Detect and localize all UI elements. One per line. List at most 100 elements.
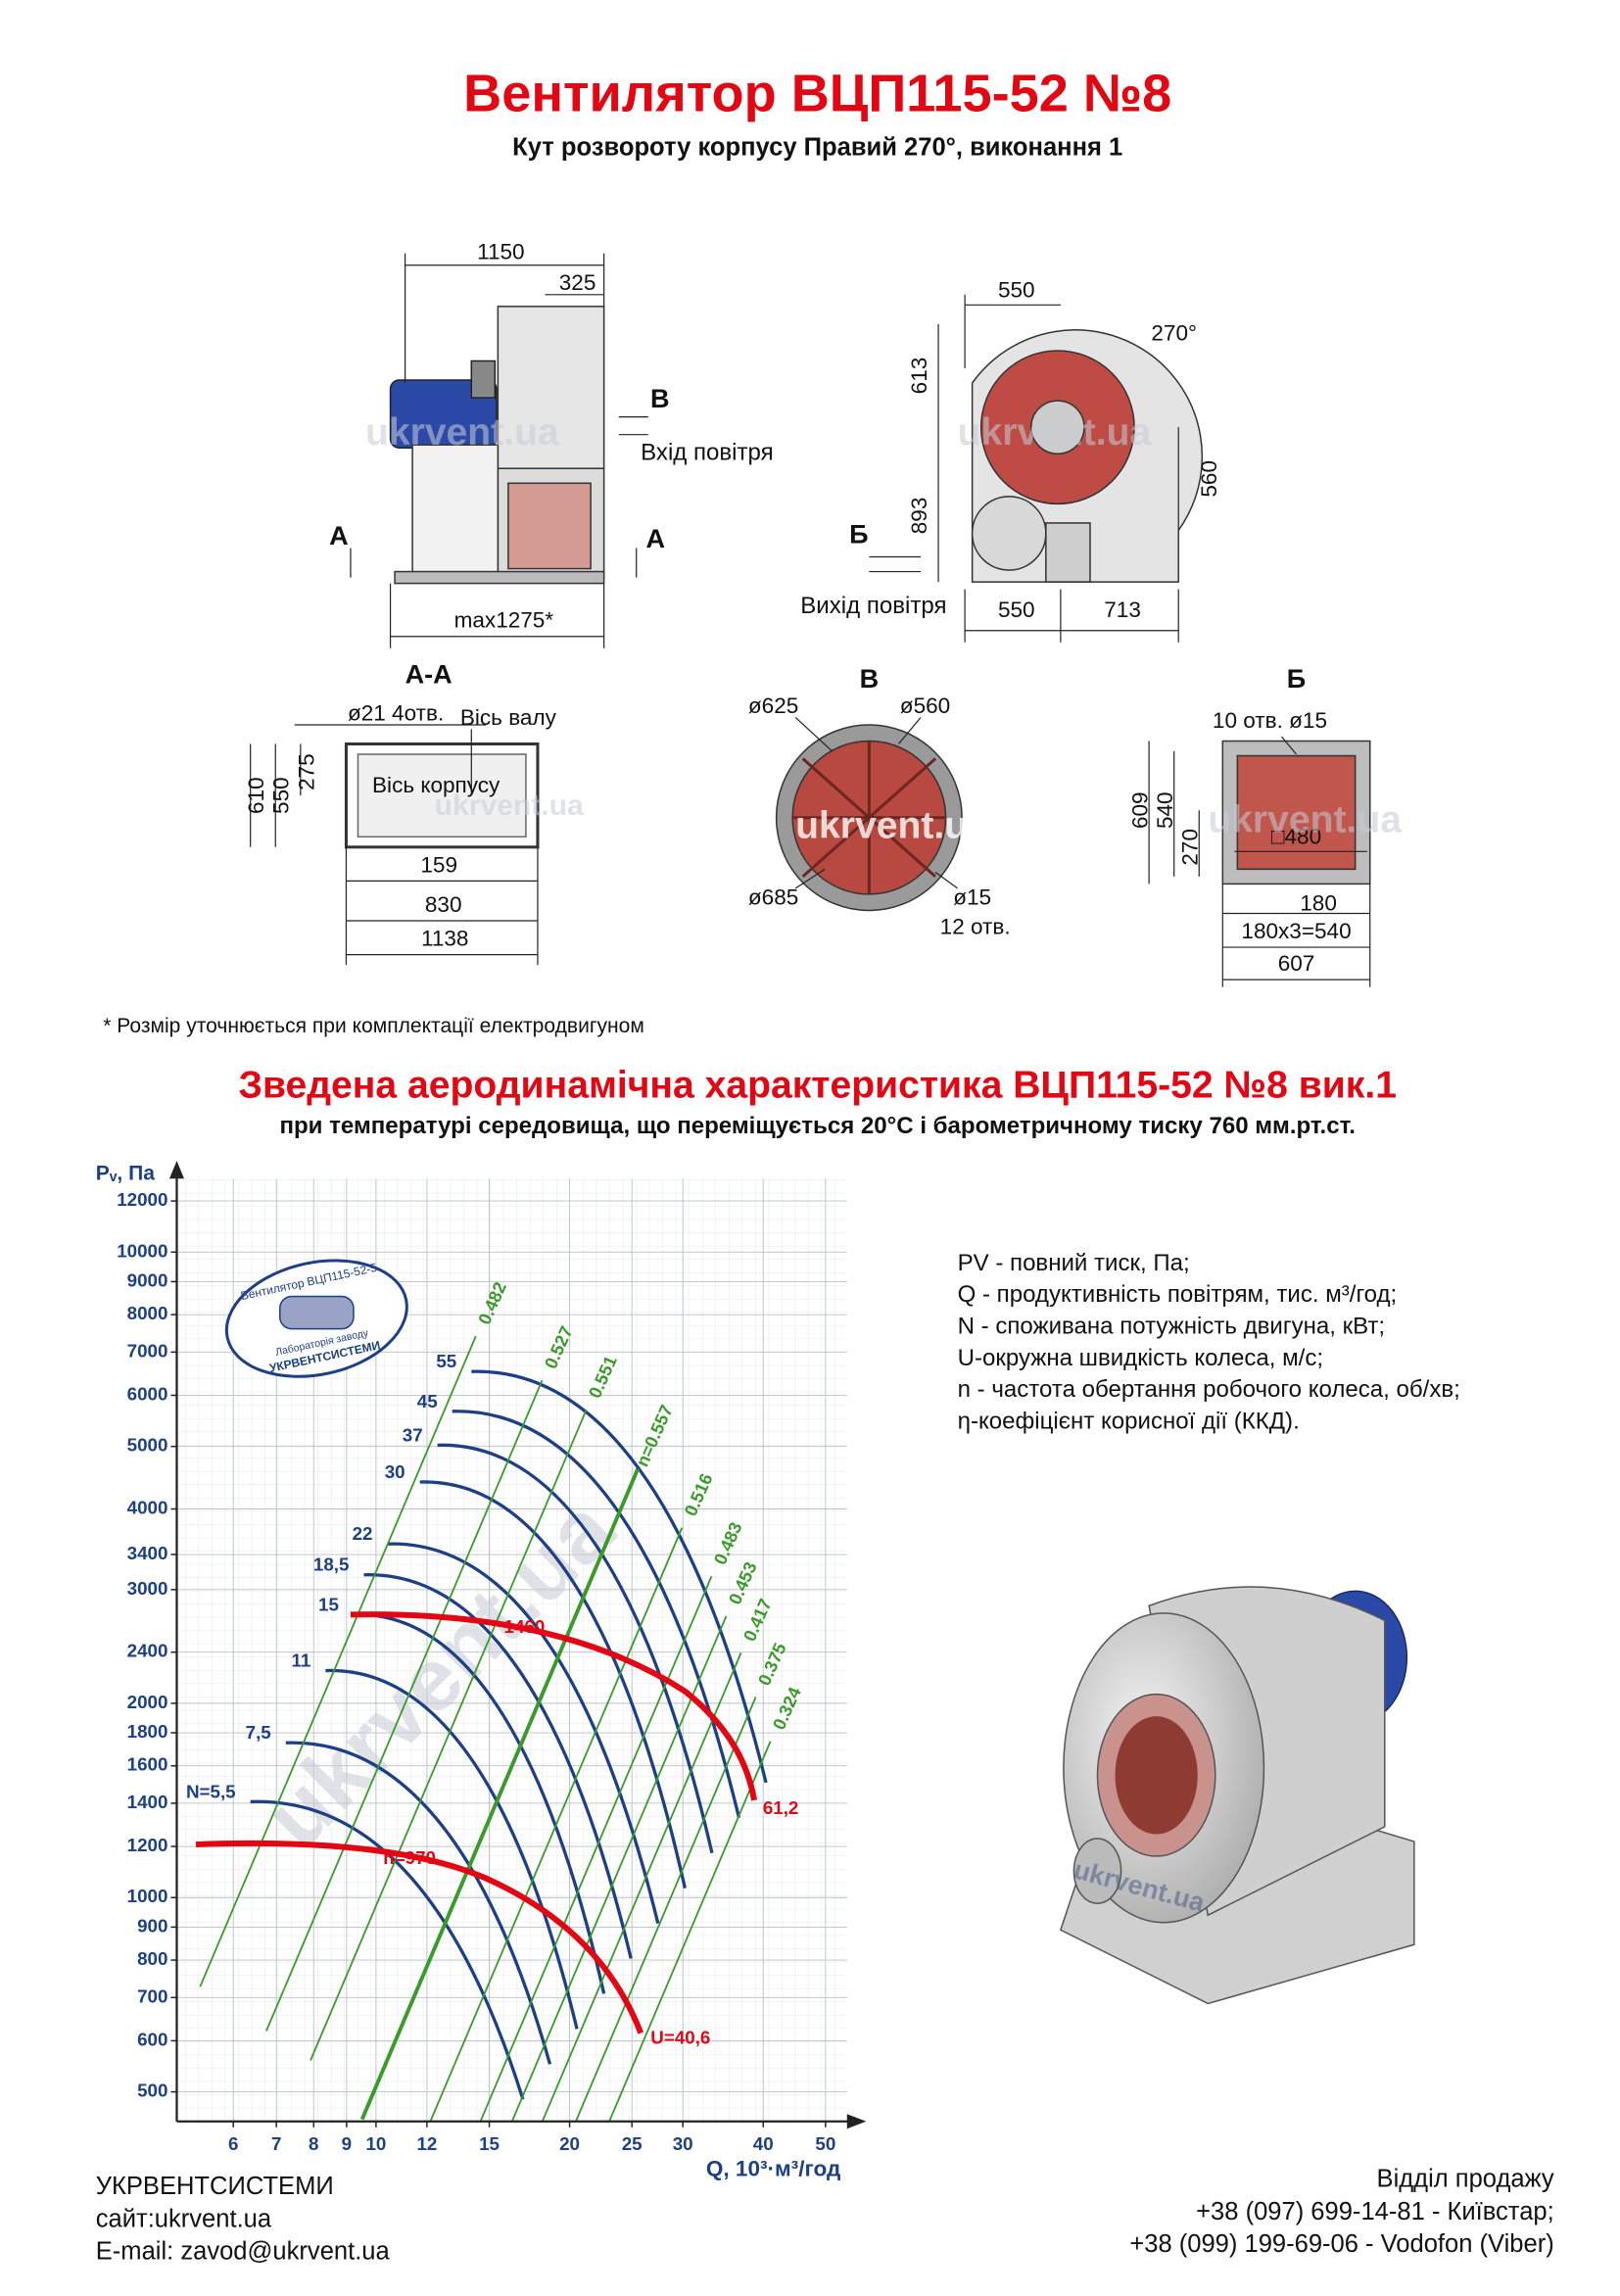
power-label: 18,5 <box>313 1555 350 1575</box>
y-tick-label: 500 <box>137 2081 167 2101</box>
dimension: □480 <box>1271 825 1321 849</box>
power-curve <box>387 1542 660 1924</box>
watermark: ukrvent.ua <box>958 411 1152 454</box>
x-tick-label: 20 <box>559 2133 580 2154</box>
y-tick-label: 5000 <box>127 1435 168 1456</box>
dimension: 1150 <box>477 240 524 264</box>
y-tick-label: 1800 <box>127 1721 168 1742</box>
x-tick-label: 40 <box>753 2133 774 2154</box>
dimension: ø15 <box>953 885 991 909</box>
air-outlet-label: Вихід повітря <box>800 593 946 619</box>
y-tick-label: 600 <box>137 2029 167 2049</box>
dimension: 560 <box>1197 460 1221 498</box>
legend-line: n - частота обертання робочого колеса, о… <box>958 1376 1460 1403</box>
watermark: ukrvent.ua <box>435 789 584 822</box>
y-tick-label: 6000 <box>127 1383 168 1404</box>
x-tick-label: 15 <box>479 2133 500 2154</box>
watermark: ukrvent.ua <box>795 805 989 847</box>
dimension: 713 <box>1104 598 1141 622</box>
dimension: 609 <box>1128 791 1153 829</box>
y-tick-label: 2400 <box>127 1641 168 1661</box>
hole-note: 10 отв. ø15 <box>1213 708 1327 733</box>
power-curve <box>363 1573 633 1959</box>
side-view: ukrvent.ua 1150 325 max1275* В Вхід пові… <box>329 240 774 648</box>
dimension: 607 <box>1278 951 1315 976</box>
watermark: ukrvent.ua <box>1208 799 1402 841</box>
axis-note: Вісь корпусу <box>372 773 500 797</box>
dimension: 180 <box>1300 890 1337 915</box>
efficiency-line <box>265 1379 544 2032</box>
power-label: 55 <box>436 1351 456 1371</box>
legend-line: N - споживана потужність двигуна, кВт; <box>958 1313 1386 1339</box>
x-tick-label: 25 <box>622 2133 643 2154</box>
efficiency-line <box>359 1467 641 2121</box>
x-tick-label: 10 <box>365 2133 386 2154</box>
x-tick-label: 7 <box>271 2133 281 2154</box>
power-curve <box>250 1799 525 2100</box>
x-tick-label: 30 <box>673 2133 693 2154</box>
power-curve <box>419 1480 687 1889</box>
y-tick-label: 4000 <box>127 1497 168 1517</box>
speed-label: 1460 <box>504 1616 546 1637</box>
power-curve <box>471 1369 768 1784</box>
power-label: 15 <box>318 1594 339 1614</box>
dimension: ø685 <box>748 885 798 909</box>
view-arrow-label: В <box>650 383 670 413</box>
phone: +38 (099) 199-69-06 - Vodofon (Viber) <box>1129 2230 1553 2258</box>
curves <box>195 1335 772 2122</box>
x-tick-label: 9 <box>342 2133 352 2154</box>
dimension: ø560 <box>900 694 950 718</box>
y-tick-label: 12000 <box>117 1189 167 1210</box>
view-arrow-label: Б <box>849 519 868 550</box>
y-tick-label: 2000 <box>127 1692 168 1712</box>
efficiency-line <box>310 1409 588 2061</box>
power-label: 30 <box>385 1461 405 1482</box>
sales-title: Відділ продажу <box>1377 2166 1554 2193</box>
dimension: 893 <box>907 498 931 535</box>
power-label: N=5,5 <box>186 1781 236 1801</box>
x-tick-label: 6 <box>228 2133 238 2154</box>
y-tick-label: 1400 <box>127 1792 168 1812</box>
stamp: Вентилятор ВЦП115-52-5 Лабораторія завод… <box>224 1259 408 1378</box>
power-curve <box>325 1668 579 2030</box>
power-label: 37 <box>403 1424 423 1445</box>
y-tick-label: 3400 <box>127 1543 168 1563</box>
y-tick-label: 1600 <box>127 1754 168 1775</box>
legend-line: η-коефіцієнт корисної дії (ККД). <box>958 1408 1300 1434</box>
dimension: 325 <box>559 270 596 295</box>
legend-line: Q - продуктивність повітрям, тис. м³/год… <box>958 1281 1398 1308</box>
y-axis-label: Pᵥ, Па <box>96 1162 156 1184</box>
dimension: 610 <box>244 777 268 814</box>
y-tick-label: 7000 <box>127 1340 168 1361</box>
chart: 500 600 700 800 900 1000 1200 1400 1600 1800 2000 2… <box>96 1161 867 2180</box>
title: Вентилятор ВЦП115-52 №8 <box>463 65 1171 123</box>
dimension: 540 <box>1153 791 1177 829</box>
subtitle: Кут розвороту корпусу Правий 270°, викон… <box>512 134 1122 162</box>
section-title: А-А <box>405 658 453 689</box>
efficiency-line <box>608 1741 772 2122</box>
front-view: ukrvent.ua 550 270° 613 893 560 Б Вихід … <box>800 278 1221 643</box>
y-tick-label: 1000 <box>127 1886 168 1906</box>
x-axis-label: Q, 10³·м³/год <box>706 2156 841 2180</box>
dimension: ø625 <box>748 694 798 718</box>
axis-note: Вісь валу <box>460 705 557 730</box>
power-label: 7,5 <box>246 1722 271 1743</box>
y-tick-label: 900 <box>137 1915 167 1936</box>
company-name: УКРВЕНТСИСТЕМИ <box>96 2173 334 2200</box>
power-label: 11 <box>291 1650 310 1670</box>
x-tick-label: 12 <box>416 2133 437 2154</box>
speed-curve <box>195 1840 644 2034</box>
dimension: 275 <box>294 753 318 790</box>
dimension: 550 <box>998 278 1035 303</box>
section-arrow-label: А <box>329 520 349 550</box>
dimension: 830 <box>425 892 462 917</box>
dimension: 159 <box>420 852 457 877</box>
axes <box>175 1171 855 2123</box>
dimension: 1138 <box>421 927 468 951</box>
power-curve <box>437 1443 714 1854</box>
speed-label: n=970 <box>383 1847 436 1868</box>
speed-label: U=40,6 <box>650 2028 710 2048</box>
power-curve <box>285 1741 552 2065</box>
y-tick-label: 9000 <box>127 1269 168 1290</box>
